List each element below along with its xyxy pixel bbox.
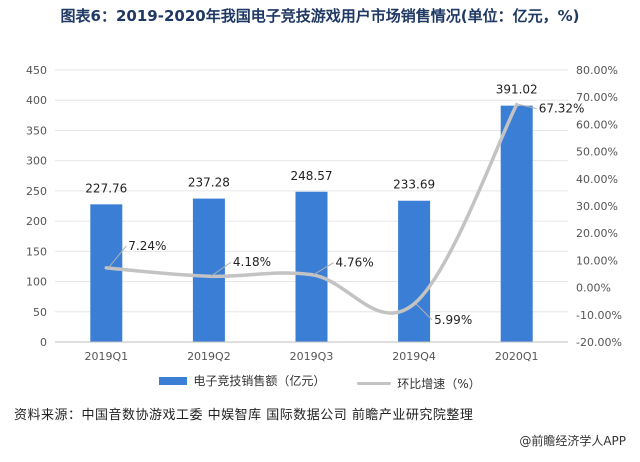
bar (398, 200, 431, 342)
y-right-tick-label: 10.00% (576, 254, 618, 267)
bars (90, 105, 533, 342)
legend: 电子竞技销售额（亿元） 环比增速（%） (0, 372, 640, 392)
legend-line-swatch (357, 381, 392, 385)
bar-value-label: 248.57 (291, 169, 333, 183)
x-tick-label: 2020Q1 (495, 350, 539, 363)
bar-value-label: 237.28 (188, 176, 230, 190)
growth-value-label: 4.76% (336, 256, 374, 270)
y-left-tick-label: 150 (26, 245, 47, 258)
growth-value-label: 5.99% (434, 313, 472, 327)
y-left-tick-label: 350 (26, 124, 47, 137)
x-tick-label: 2019Q2 (187, 350, 231, 363)
y-left-tick-label: 400 (26, 94, 47, 107)
bar (90, 204, 123, 342)
y-right-tick-label: 70.00% (576, 91, 618, 104)
data-labels: 227.76 237.28 248.57 233.69 391.02 7.24% 4.18%… (85, 83, 584, 327)
growth-line-path (104, 102, 519, 315)
y-left-tick-label: 50 (33, 306, 47, 319)
chart-title: 图表6：2019-2020年我国电子竞技游戏用户市场销售情况(单位：亿元，%) (60, 7, 580, 25)
y-right-tick-label: -20.00% (576, 336, 622, 349)
y-right-tick-label: 80.00% (576, 64, 618, 77)
growth-label-leader (313, 262, 334, 276)
x-tick-label: 2019Q3 (290, 350, 334, 363)
x-tick-label: 2019Q1 (84, 350, 128, 363)
growth-value-label: 67.32% (539, 101, 585, 115)
y-left-tick-label: 0 (40, 336, 47, 349)
axes: 0 50 100 150 200 250 300 350 400 450 -20.00% -10.00… (26, 64, 622, 363)
growth-label-leader (107, 245, 127, 269)
y-left-tick-label: 250 (26, 185, 47, 198)
y-right-tick-label: 30.00% (576, 200, 618, 213)
y-right-tick-label: 40.00% (576, 173, 618, 186)
legend-bar-swatch (159, 376, 188, 385)
growth-value-label: 7.24% (128, 239, 166, 253)
x-tick-label: 2019Q4 (392, 350, 436, 363)
y-right-tick-label: 0.00% (576, 282, 611, 295)
growth-line (104, 102, 519, 315)
legend-line-label: 环比增速（%） (397, 376, 481, 391)
y-left-tick-label: 300 (26, 155, 47, 168)
y-left-tick-label: 450 (26, 64, 47, 77)
bar-value-label: 233.69 (393, 178, 435, 192)
bar (500, 105, 533, 342)
growth-value-label: 4.18% (233, 255, 271, 269)
y-right-tick-label: -10.00% (576, 309, 622, 322)
growth-label-leader (210, 261, 232, 277)
y-right-tick-label: 20.00% (576, 227, 618, 240)
bar-value-label: 391.02 (496, 83, 538, 97)
y-right-tick-label: 50.00% (576, 146, 618, 159)
y-left-tick-label: 200 (26, 215, 47, 228)
y-right-tick-label: 60.00% (576, 118, 618, 131)
legend-bar-label: 电子竞技销售额（亿元） (193, 374, 326, 388)
source-note: 资料来源：中国音数协游戏工委 中娱智库 国际数据公司 前瞻产业研究院整理 (14, 408, 474, 423)
bar (295, 191, 328, 342)
legend-item-line[interactable]: 环比增速（%） (357, 375, 481, 392)
legend-item-bar[interactable]: 电子竞技销售额（亿元） (159, 372, 325, 389)
growth-label-leader (415, 303, 433, 321)
growth-label-leader (518, 104, 537, 109)
bar-value-label: 227.76 (85, 181, 127, 195)
brand-label: @前瞻经济学人APP (519, 434, 626, 448)
y-left-tick-label: 100 (26, 276, 47, 289)
